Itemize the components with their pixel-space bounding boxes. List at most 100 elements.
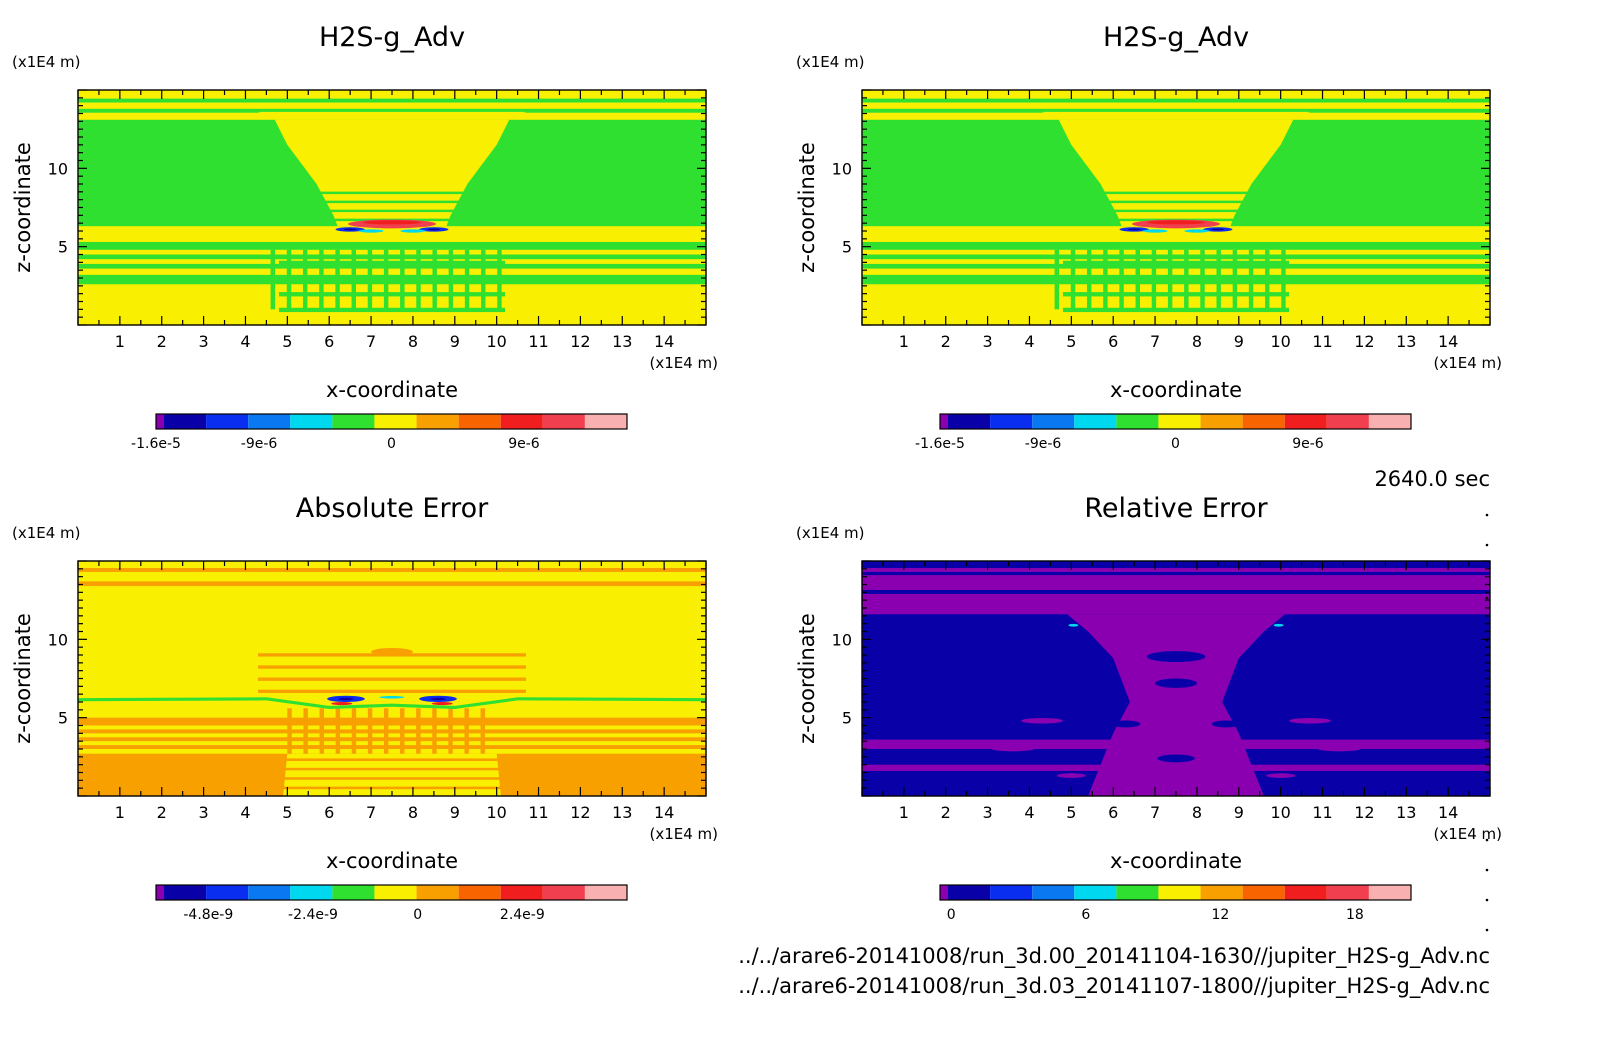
colorbar: -1.6e-5 -9e-6 0 9e-6 [131, 413, 628, 452]
colorbar: -4.8e-9 -2.4e-9 0 2.4e-9 [155, 884, 628, 923]
colorbar-cell [458, 414, 501, 429]
colorbar-tick-label: 6 [1081, 907, 1090, 923]
colorbar-cell [1116, 885, 1159, 900]
colorbar-tick-label: -9e-6 [1025, 436, 1062, 452]
colorbar-cell [990, 414, 1033, 429]
colorbar-cell [1242, 885, 1285, 900]
colorbar-tick-label: -4.8e-9 [183, 907, 233, 923]
colorbar-cell [1032, 885, 1075, 900]
colorbar-cell [1242, 414, 1285, 429]
x-unit-label: (x1E4 m) [649, 354, 718, 372]
colorbar-tick-label: 9e-6 [508, 436, 540, 452]
margin-dot [1485, 898, 1489, 902]
colorbar-cell [374, 885, 417, 900]
x-unit-label: (x1E4 m) [1433, 354, 1502, 372]
x-tick-label: 13 [612, 332, 632, 351]
colorbar-cell [248, 414, 291, 429]
colorbar-cell [584, 885, 627, 900]
y-axis-label: z-coordinate [795, 613, 819, 744]
x-tick-label: 2 [941, 332, 951, 351]
colorbar-cell [940, 414, 948, 429]
colorbar-cell [1158, 414, 1201, 429]
x-tick-label: 9 [450, 803, 460, 822]
y-tick-label: 5 [842, 238, 852, 257]
time-label: 2640.0 sec [1374, 467, 1490, 491]
x-tick-label: 1 [899, 803, 909, 822]
y-tick-label: 5 [58, 238, 68, 257]
x-tick-label: 13 [1396, 803, 1416, 822]
colorbar-tick-label: -1.6e-5 [131, 436, 181, 452]
x-tick-label: 6 [1108, 803, 1118, 822]
colorbar-tick-label: -1.6e-5 [915, 436, 965, 452]
colorbar-tick-label: 0 [947, 907, 956, 923]
colorbar-tick-label: 0 [1171, 436, 1180, 452]
margin-dot [1485, 513, 1489, 517]
x-tick-label: 12 [1354, 803, 1374, 822]
x-tick-label: 14 [654, 803, 674, 822]
colorbar-cell [164, 414, 207, 429]
x-tick-label: 14 [1438, 803, 1458, 822]
x-tick-label: 12 [1354, 332, 1374, 351]
y-tick-label: 5 [842, 709, 852, 728]
colorbar-cell [1116, 414, 1159, 429]
colorbar: 0 6 12 18 [939, 884, 1412, 923]
colorbar-cell [332, 414, 375, 429]
x-tick-label: 4 [240, 803, 250, 822]
x-tick-label: 7 [366, 803, 376, 822]
x-tick-label: 3 [983, 803, 993, 822]
colorbar-cell [1200, 414, 1243, 429]
y-axis-label: z-coordinate [795, 142, 819, 273]
x-tick-label: 8 [1192, 803, 1202, 822]
file-path: ../../arare6-20141008/run_3d.00_20141104… [738, 944, 1490, 969]
colorbar-tick-label: 0 [413, 907, 422, 923]
x-tick-label: 4 [240, 332, 250, 351]
colorbar-cell [206, 414, 249, 429]
colorbar-cell [542, 885, 585, 900]
x-tick-label: 8 [408, 803, 418, 822]
colorbar-cell [584, 414, 627, 429]
colorbar-cell [1284, 885, 1327, 900]
colorbar-cell [990, 885, 1033, 900]
colorbar-cell [948, 885, 991, 900]
margin-dot [1485, 838, 1489, 842]
y-unit-label: (x1E4 m) [12, 524, 81, 542]
colorbar-cell [500, 885, 543, 900]
chart-title: Relative Error [1084, 493, 1268, 524]
x-tick-label: 1 [115, 332, 125, 351]
heatmap-field [78, 90, 706, 325]
heatmap-field [862, 561, 1490, 796]
chart-title: Absolute Error [296, 493, 489, 524]
y-tick-label: 10 [48, 630, 68, 649]
x-tick-label: 8 [408, 332, 418, 351]
x-tick-label: 9 [1234, 332, 1244, 351]
colorbar-cell [1158, 885, 1201, 900]
x-axis-label: x-coordinate [326, 378, 458, 402]
colorbar-tick-label: 2.4e-9 [500, 907, 545, 923]
colorbar-cell [500, 414, 543, 429]
x-tick-label: 11 [528, 332, 548, 351]
colorbar-cell [1326, 885, 1369, 900]
x-tick-label: 5 [282, 803, 292, 822]
x-tick-label: 6 [324, 803, 334, 822]
x-axis-label: x-coordinate [1110, 378, 1242, 402]
x-tick-label: 10 [486, 803, 506, 822]
colorbar-cell [948, 414, 991, 429]
x-tick-label: 5 [282, 332, 292, 351]
colorbar-cell [156, 414, 164, 429]
x-tick-label: 4 [1024, 332, 1034, 351]
colorbar-cell [416, 885, 459, 900]
x-tick-label: 10 [1270, 332, 1290, 351]
x-tick-label: 6 [1108, 332, 1118, 351]
colorbar-cell [1284, 414, 1327, 429]
margin-dot [1485, 543, 1489, 547]
colorbar-cell [940, 885, 948, 900]
y-unit-label: (x1E4 m) [796, 53, 865, 71]
x-tick-label: 2 [157, 332, 167, 351]
x-tick-label: 12 [570, 332, 590, 351]
x-unit-label: (x1E4 m) [649, 825, 718, 843]
margin-dot [1485, 928, 1489, 932]
colorbar-tick-label: 0 [387, 436, 396, 452]
x-tick-label: 14 [654, 332, 674, 351]
